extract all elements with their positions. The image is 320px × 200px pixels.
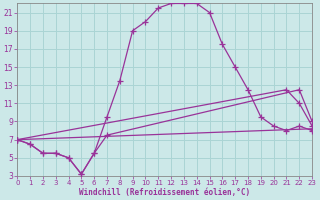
X-axis label: Windchill (Refroidissement éolien,°C): Windchill (Refroidissement éolien,°C) [79,188,250,197]
